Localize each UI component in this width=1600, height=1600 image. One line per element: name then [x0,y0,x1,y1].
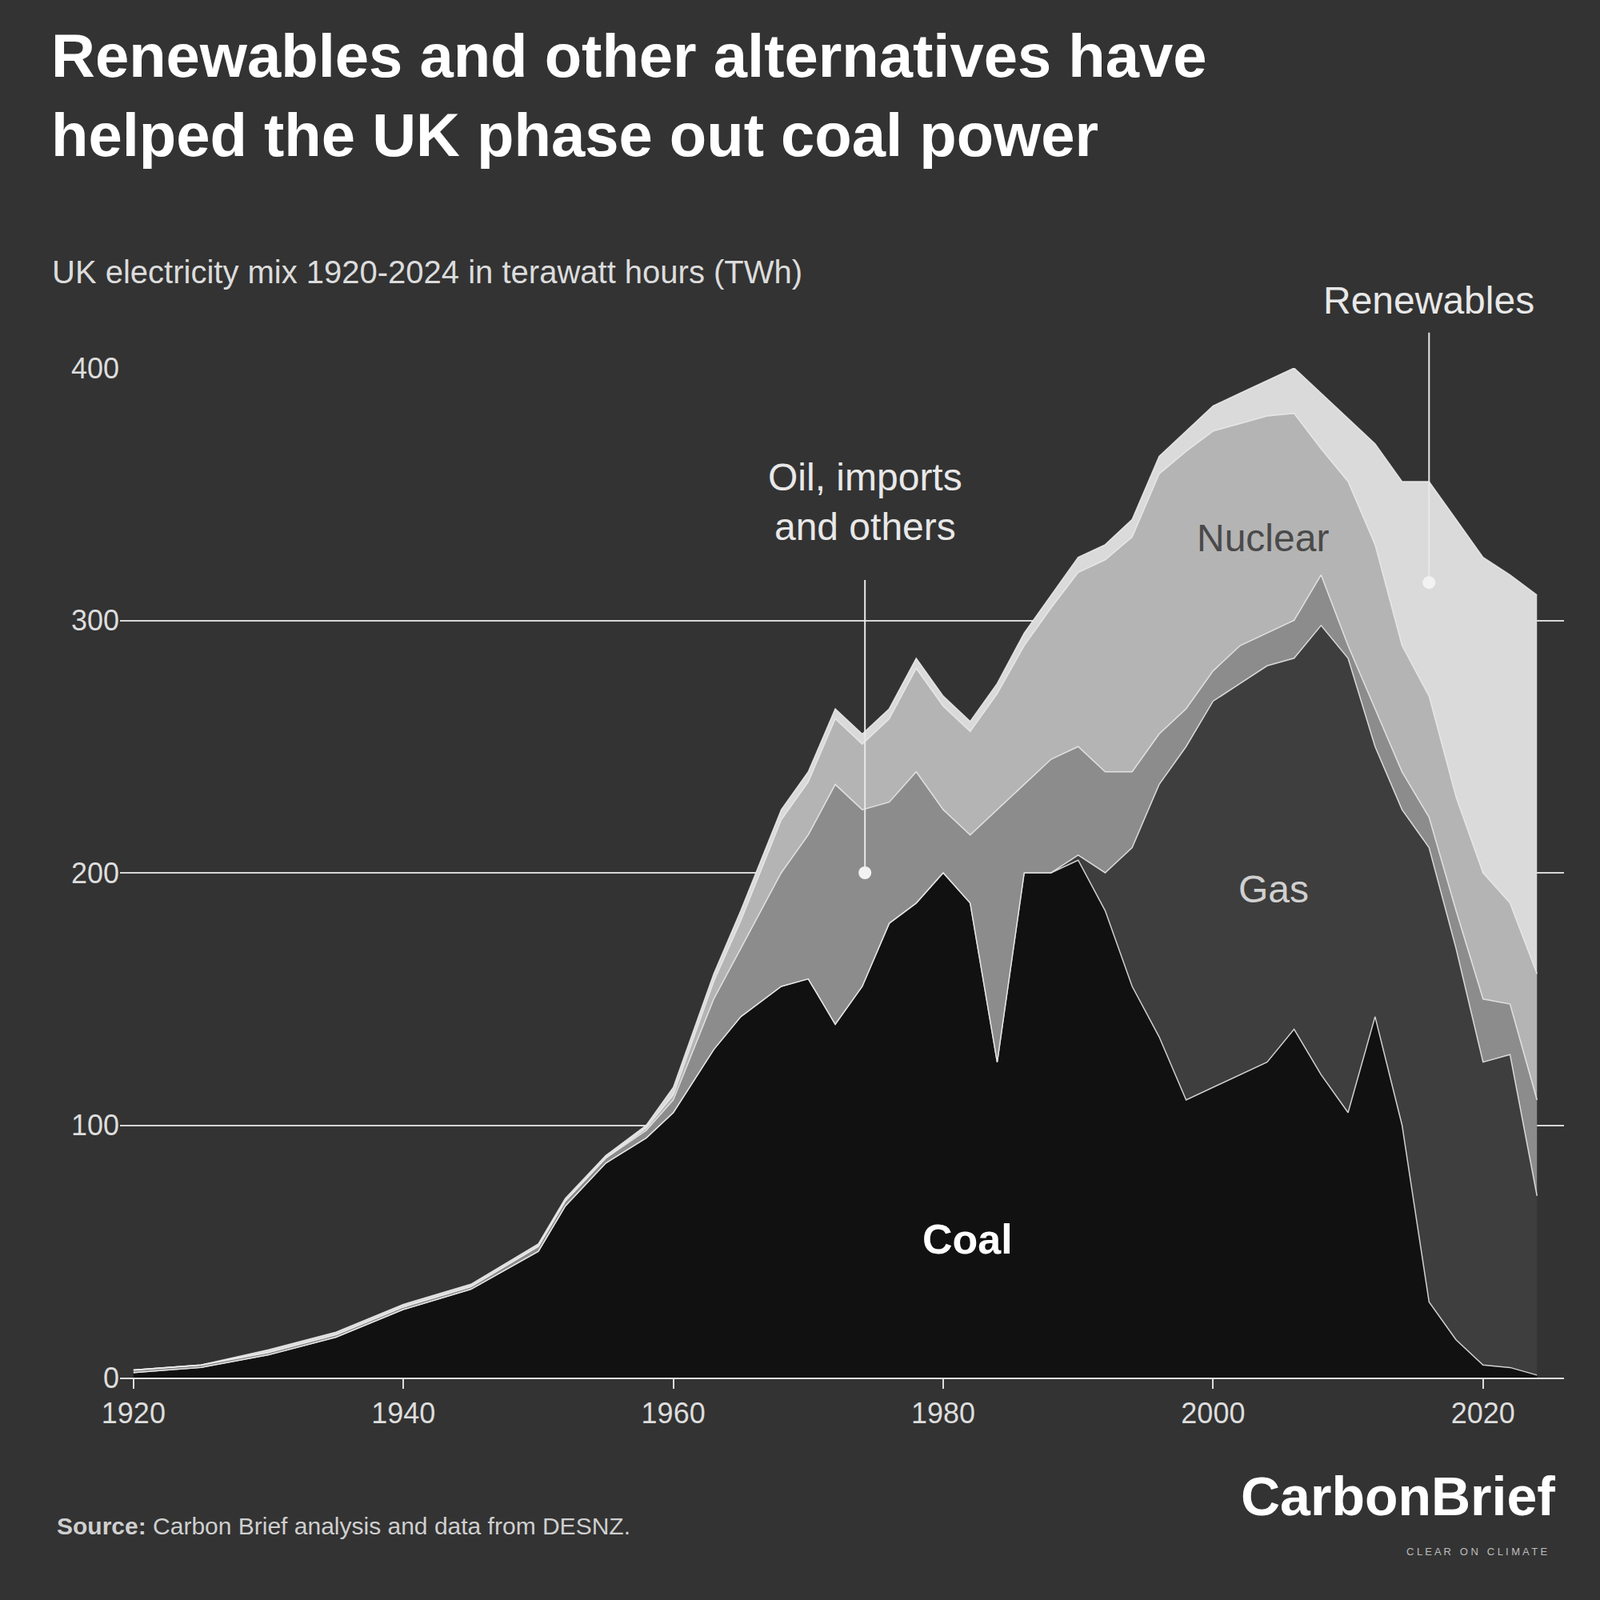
svg-text:1920: 1920 [101,1396,166,1430]
svg-text:Renewables: Renewables [1323,279,1535,322]
svg-text:Gas: Gas [1238,868,1309,911]
svg-text:Renewables and other alternati: Renewables and other alternatives havehe… [51,21,1208,169]
svg-text:100: 100 [71,1108,120,1142]
svg-text:0: 0 [103,1361,120,1395]
svg-text:400: 400 [71,352,120,385]
svg-text:CarbonBrief: CarbonBrief [1240,1465,1556,1527]
svg-text:200: 200 [71,856,120,890]
svg-text:1980: 1980 [911,1396,976,1430]
svg-text:Coal: Coal [922,1216,1013,1263]
svg-text:300: 300 [71,604,120,637]
svg-text:1960: 1960 [641,1396,706,1430]
svg-text:Source: Carbon Brief analysis: Source: Carbon Brief analysis and data f… [56,1512,631,1540]
svg-text:UK electricity mix 1920-2024 i: UK electricity mix 1920-2024 in terawatt… [52,254,803,290]
svg-text:Oil, importsand others: Oil, importsand others [768,456,963,548]
svg-text:C L E A R O N C L I M A T: C L E A R O N C L I M A T E [1406,1545,1548,1558]
svg-text:Nuclear: Nuclear [1196,516,1329,560]
svg-text:1940: 1940 [371,1396,436,1430]
svg-text:2000: 2000 [1180,1396,1245,1430]
svg-text:2020: 2020 [1451,1396,1516,1430]
